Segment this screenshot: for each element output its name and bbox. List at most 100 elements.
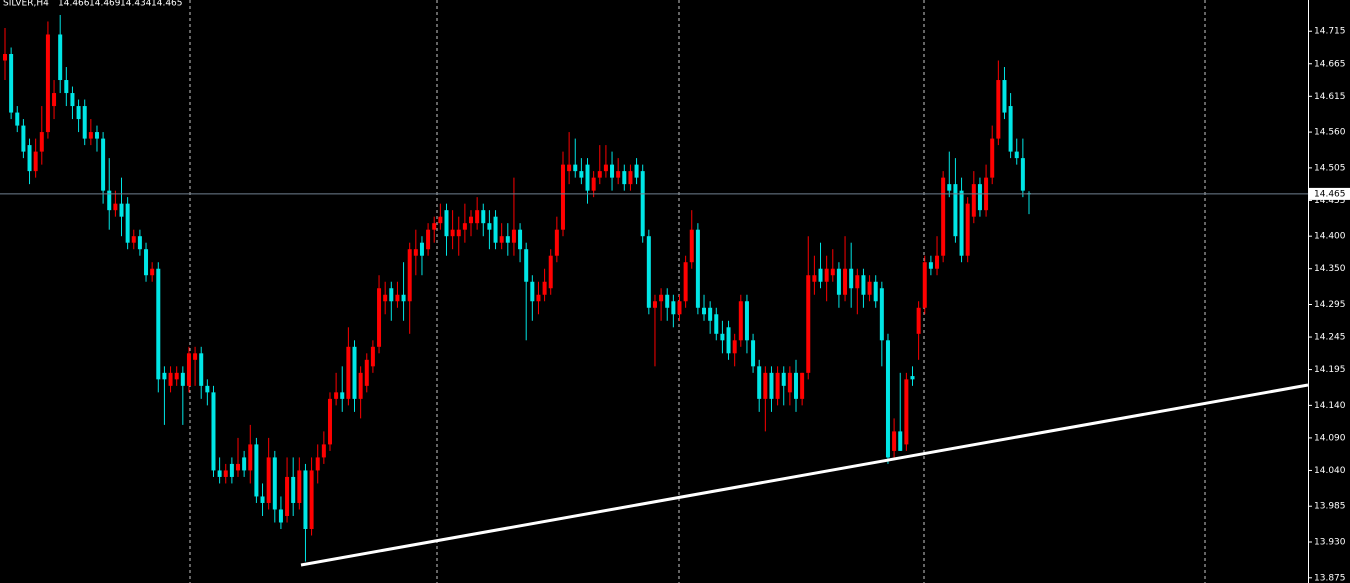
candle-body xyxy=(70,93,75,107)
candle-body xyxy=(689,229,694,263)
candle-body xyxy=(849,268,854,289)
candle-body xyxy=(462,223,467,230)
candle-body xyxy=(211,392,216,471)
candle-body xyxy=(591,177,596,191)
candle-body xyxy=(659,294,664,302)
candle-body xyxy=(450,229,455,237)
candle-body xyxy=(898,431,903,451)
candle-body xyxy=(193,353,198,360)
candle-body xyxy=(377,288,382,347)
candle-body xyxy=(469,216,474,224)
candle-body xyxy=(321,444,326,458)
candle-body xyxy=(223,470,228,477)
candle-body xyxy=(487,223,492,230)
candle-body xyxy=(990,138,995,178)
candle-body xyxy=(855,275,860,289)
candle-body xyxy=(793,372,798,399)
candle-body xyxy=(33,151,38,172)
candle-body xyxy=(432,223,437,230)
y-tick-label: 14.295 xyxy=(1314,300,1346,310)
candle-body xyxy=(965,203,970,256)
candle-body xyxy=(401,294,406,302)
candle-body xyxy=(3,54,7,61)
candle-body xyxy=(843,268,848,295)
y-tick-label: 14.665 xyxy=(1314,59,1346,69)
candle-body xyxy=(579,171,584,178)
candle-body xyxy=(15,112,20,126)
candle-body xyxy=(518,229,523,250)
y-tick-label: 14.350 xyxy=(1314,264,1346,274)
candle-body xyxy=(732,340,737,354)
candle-body xyxy=(567,164,572,172)
candle-body xyxy=(174,372,179,380)
header-high: 14.469 xyxy=(89,0,121,9)
y-tick-label: 14.615 xyxy=(1314,92,1346,102)
header-open: 14.466 xyxy=(58,0,90,9)
candle-body xyxy=(278,509,283,523)
candle-body xyxy=(272,457,277,510)
candle-body xyxy=(622,171,627,185)
candle-body xyxy=(928,262,933,269)
candle-body xyxy=(21,125,26,152)
candle-body xyxy=(726,327,731,354)
candle-body xyxy=(879,288,884,341)
candle-body xyxy=(935,255,940,269)
candle-body xyxy=(775,372,780,399)
candle-body xyxy=(156,268,161,380)
candle-body xyxy=(217,470,222,477)
symbol: SILVER,H4 xyxy=(3,0,49,9)
y-tick-label: 13.985 xyxy=(1314,502,1346,512)
candle-body xyxy=(652,301,657,308)
candle-body xyxy=(702,307,707,315)
candle-body xyxy=(248,444,253,471)
candle-body xyxy=(137,236,142,250)
candle-body xyxy=(352,346,357,399)
candle-body xyxy=(836,268,841,295)
candle-body xyxy=(236,463,241,471)
candle-body xyxy=(763,372,768,399)
candle-body xyxy=(861,275,866,295)
y-tick-label: 13.875 xyxy=(1314,573,1346,583)
candle-body xyxy=(708,307,713,321)
candle-body xyxy=(683,262,688,302)
candles xyxy=(0,14,1308,562)
candle-body xyxy=(346,346,351,399)
candle-body xyxy=(456,229,461,237)
candle-body xyxy=(327,398,332,445)
candle-body xyxy=(830,268,835,276)
candle-body xyxy=(229,463,234,477)
candle-body xyxy=(1020,158,1025,191)
candle-body xyxy=(180,372,185,386)
trendline[interactable] xyxy=(300,383,1309,567)
candle-body xyxy=(738,301,743,341)
candle-body xyxy=(475,210,480,224)
candle-body xyxy=(744,301,749,341)
candle-body xyxy=(27,145,32,172)
candle-body xyxy=(340,392,345,399)
candle-body xyxy=(530,281,535,302)
candle-body xyxy=(45,34,50,133)
candle-body xyxy=(309,470,314,529)
candle-body xyxy=(297,470,302,503)
candle-body xyxy=(628,171,633,185)
candle-body xyxy=(585,164,590,191)
candle-body xyxy=(941,177,946,256)
candle-body xyxy=(438,216,443,224)
candle-body xyxy=(769,372,774,399)
candle-body xyxy=(677,301,682,315)
candle-body xyxy=(426,229,431,250)
candle-body xyxy=(695,229,700,308)
candle-body xyxy=(597,171,602,178)
candle-body xyxy=(996,80,1001,139)
candle-body xyxy=(186,353,191,386)
candle-body xyxy=(119,203,124,217)
candle-body xyxy=(39,132,44,152)
candle-body xyxy=(867,281,872,295)
candle-body xyxy=(916,307,921,334)
candle-body xyxy=(953,184,958,237)
candle-body xyxy=(959,190,964,256)
header-close: 14.465 xyxy=(151,0,183,9)
price-label: 14.465 xyxy=(1314,189,1346,199)
candle-body xyxy=(199,353,204,386)
